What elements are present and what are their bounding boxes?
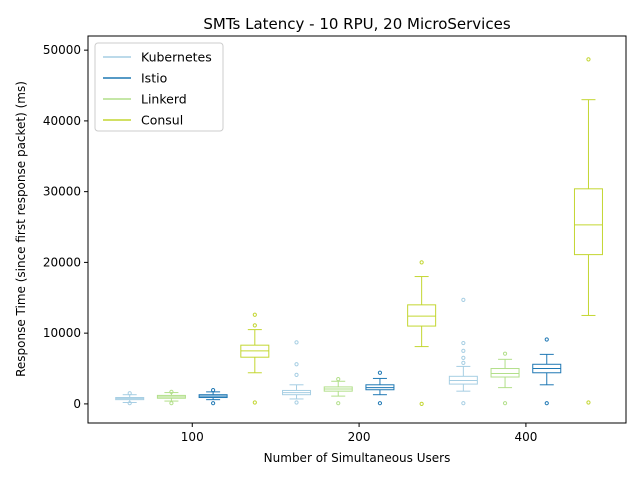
outlier-point — [127, 401, 132, 406]
legend-item-istio: Istio — [103, 71, 167, 86]
outlier-point — [252, 323, 257, 328]
y-axis-label: Response Time (since first response pack… — [14, 81, 28, 377]
x-tick-label: 200 — [348, 430, 371, 444]
outlier-point — [461, 401, 466, 406]
legend-item-kubernetes: Kubernetes — [103, 50, 212, 65]
legend-label: Kubernetes — [141, 50, 212, 65]
x-tick-label: 100 — [181, 430, 204, 444]
outlier-point — [419, 401, 424, 406]
outlier-point — [461, 297, 466, 302]
box-kubernetes-200 — [282, 340, 312, 405]
outlier-point — [336, 401, 341, 406]
box-istio-200 — [365, 370, 395, 406]
box-linkerd-200 — [323, 377, 353, 406]
plot-area — [115, 57, 603, 406]
y-tick-label: 20000 — [43, 255, 81, 269]
outlier-point — [294, 372, 299, 377]
y-tick-label: 40000 — [43, 114, 81, 128]
plot-frame — [87, 35, 627, 424]
legend-label: Linkerd — [141, 92, 187, 107]
outlier-point — [377, 370, 383, 375]
outlier-point — [544, 401, 549, 406]
legend-label: Consul — [141, 113, 183, 128]
legend-label: Istio — [141, 71, 167, 86]
outlier-point — [586, 400, 591, 405]
legend: Kubernetes Istio Linkerd Consul — [94, 42, 224, 132]
box-linkerd-400 — [490, 351, 520, 406]
outlier-point — [544, 337, 549, 342]
box-iqr — [573, 188, 603, 256]
y-tick-label: 50000 — [43, 43, 81, 57]
box-linkerd-100 — [156, 389, 186, 406]
box-iqr — [490, 368, 520, 378]
x-tick-label: 400 — [514, 430, 537, 444]
outlier-point — [461, 340, 466, 346]
legend-item-consul: Consul — [103, 113, 183, 128]
y-axis: 0 10000 20000 30000 40000 50000 — [43, 43, 88, 411]
outlier-point — [461, 360, 466, 365]
outlier-point — [502, 401, 508, 406]
x-axis-label: Number of Simultaneous Users — [264, 451, 451, 465]
box-consul-200 — [407, 260, 437, 406]
outlier-point — [169, 389, 174, 394]
box-consul-100 — [240, 312, 270, 405]
outlier-point — [211, 388, 216, 393]
box-kubernetes-400 — [448, 297, 478, 406]
outlier-point — [461, 355, 466, 361]
y-tick-label: 10000 — [43, 326, 81, 340]
outlier-point — [294, 400, 299, 405]
outlier-point — [377, 401, 383, 406]
box-istio-100 — [198, 388, 228, 406]
outlier-point — [502, 351, 508, 356]
outlier-point — [336, 377, 341, 382]
x-axis: 100 200 400 — [181, 423, 537, 444]
y-tick-label: 0 — [73, 397, 81, 411]
y-tick-label: 30000 — [43, 185, 81, 199]
chart-title: SMTs Latency - 10 RPU, 20 MicroServices — [203, 15, 510, 33]
outlier-point — [586, 57, 591, 62]
outlier-point — [294, 340, 299, 345]
box-consul-400 — [573, 57, 603, 405]
outlier-point — [169, 401, 174, 406]
legend-item-linkerd: Linkerd — [103, 92, 187, 107]
outlier-point — [252, 400, 257, 405]
outlier-point — [419, 260, 424, 265]
outlier-point — [127, 391, 132, 396]
legend-box — [94, 42, 224, 132]
outlier-point — [211, 401, 216, 406]
box-istio-400 — [532, 337, 562, 406]
outlier-point — [294, 362, 299, 367]
outlier-point — [252, 312, 257, 317]
outlier-point — [461, 348, 466, 353]
box-kubernetes-100 — [115, 391, 145, 406]
box-iqr — [407, 304, 437, 327]
